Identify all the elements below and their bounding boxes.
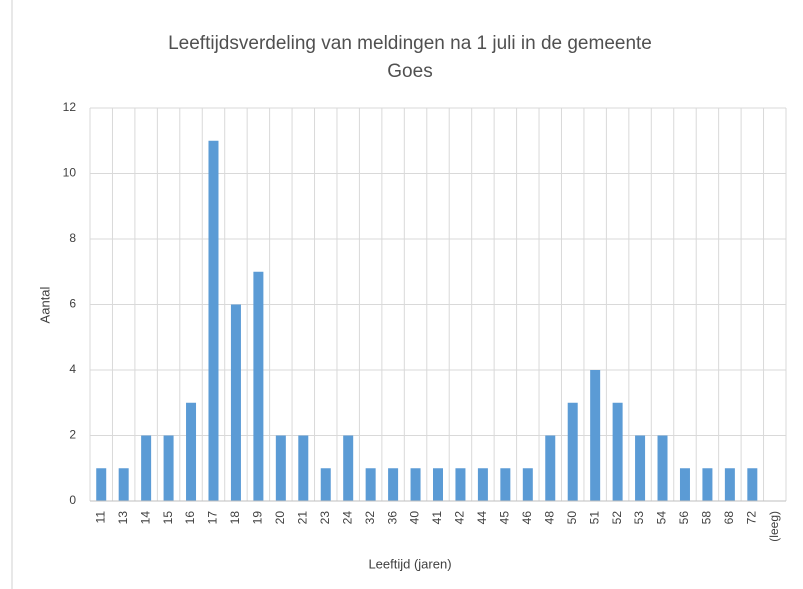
bar [545, 435, 556, 501]
x-tick-label: 17 [206, 511, 220, 525]
x-tick-label: 20 [273, 511, 287, 525]
x-tick-label: 72 [744, 511, 758, 525]
x-tick-label: 48 [542, 511, 556, 525]
bar [208, 140, 219, 501]
bar [702, 468, 713, 501]
bar [635, 435, 646, 501]
bar [343, 435, 354, 501]
x-tick-label: 56 [677, 511, 691, 525]
x-tick-label: 11 [93, 511, 107, 524]
x-tick-label: 44 [475, 511, 489, 525]
y-tick-label: 0 [69, 493, 76, 507]
y-tick-label: 2 [69, 428, 76, 442]
x-tick-label: 40 [408, 511, 422, 525]
x-tick-label: 36 [385, 511, 399, 525]
x-tick-label: 13 [116, 511, 130, 525]
y-tick-label: 10 [63, 166, 77, 180]
bar [141, 435, 152, 501]
bar [410, 468, 421, 501]
y-axis-title: Aantal [37, 286, 52, 323]
x-tick-label: 16 [183, 511, 197, 525]
bar [747, 468, 758, 501]
x-tick-label: 23 [318, 511, 332, 525]
bar [724, 468, 735, 501]
x-tick-label: 52 [610, 511, 624, 525]
x-tick-label: 41 [430, 511, 444, 525]
bar [230, 304, 241, 501]
bar [477, 468, 488, 501]
x-tick-label: 54 [655, 511, 669, 525]
x-tick-label: 68 [722, 511, 736, 525]
bar [163, 435, 174, 501]
bar [500, 468, 511, 501]
x-tick-label: 53 [632, 511, 646, 525]
x-tick-label: 24 [340, 511, 354, 525]
bar [612, 402, 623, 501]
bar [186, 402, 197, 501]
y-tick-label: 4 [69, 362, 76, 376]
x-tick-label: 50 [565, 511, 579, 525]
x-tick-label: 32 [363, 511, 377, 525]
x-tick-label: 51 [587, 511, 601, 525]
y-tick-label: 8 [69, 231, 76, 245]
bar [320, 468, 331, 501]
x-tick-label: 18 [228, 511, 242, 525]
bar [298, 435, 309, 501]
x-tick-label: 58 [700, 511, 714, 525]
x-tick-label: 14 [138, 511, 152, 525]
x-tick-label: 21 [295, 511, 309, 525]
bar [657, 435, 668, 501]
x-tick-label: 42 [453, 511, 467, 525]
chart-title: Leeftijdsverdeling van meldingen na 1 ju… [168, 33, 652, 54]
bar [567, 402, 578, 501]
bar [455, 468, 466, 501]
x-tick-label: 19 [251, 511, 265, 525]
bar [275, 435, 286, 501]
bar [253, 271, 264, 501]
y-tick-label: 12 [63, 100, 77, 114]
x-tick-label: 45 [498, 511, 512, 525]
bar [365, 468, 376, 501]
x-tick-label: (leeg) [767, 511, 781, 542]
x-tick-label: 46 [520, 511, 534, 525]
bar [433, 468, 443, 501]
bar [590, 370, 601, 501]
bar [388, 468, 399, 501]
bar [118, 468, 129, 501]
bar [522, 468, 533, 501]
x-axis-title: Leeftijd (jaren) [368, 556, 451, 571]
bar [679, 468, 690, 501]
x-tick-label: 15 [161, 511, 175, 525]
bar [96, 468, 107, 501]
chart-title: Goes [387, 61, 432, 82]
y-tick-label: 6 [69, 297, 76, 311]
